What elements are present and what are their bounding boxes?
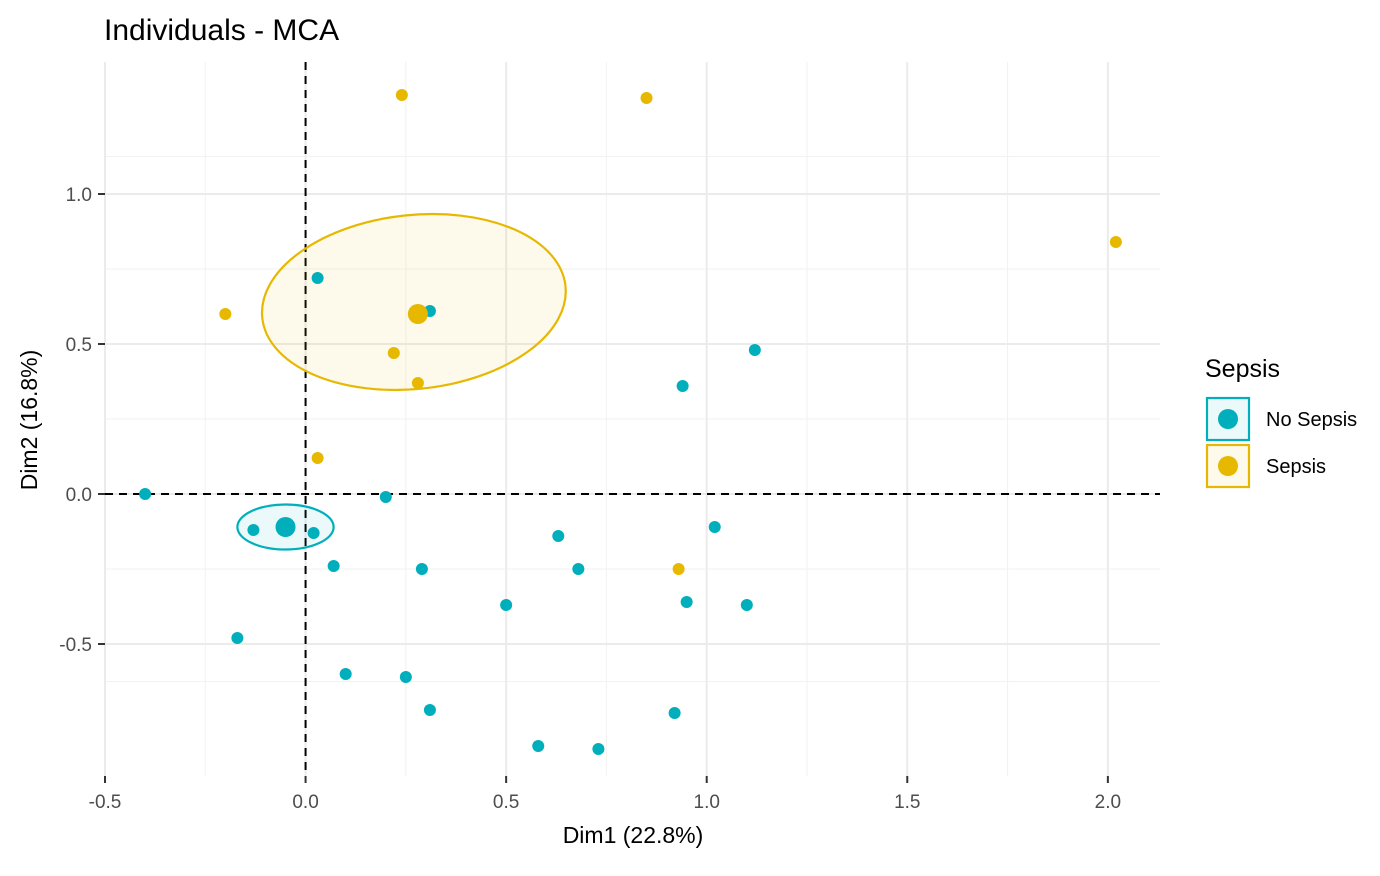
data-point bbox=[339, 668, 352, 680]
x-axis-title: Dim1 (22.8%) bbox=[563, 822, 704, 848]
data-point bbox=[411, 377, 424, 389]
data-point bbox=[668, 707, 681, 719]
group-centroid bbox=[407, 304, 428, 324]
x-tick-label: 1.5 bbox=[894, 792, 920, 813]
data-point bbox=[399, 671, 412, 683]
y-tick-label: 1.0 bbox=[66, 185, 92, 206]
y-axis-title: Dim2 (16.8%) bbox=[16, 350, 42, 491]
y-tick-label: -0.5 bbox=[59, 635, 92, 656]
data-point bbox=[1109, 236, 1122, 248]
x-tick-label: 2.0 bbox=[1095, 792, 1121, 813]
data-point bbox=[379, 491, 392, 503]
data-point bbox=[327, 560, 340, 572]
data-point bbox=[532, 740, 545, 752]
x-axis: -0.5 0.0 0.5 1.0 1.5 2.0 bbox=[89, 776, 1121, 813]
legend-marker-0 bbox=[1218, 409, 1238, 429]
data-point bbox=[387, 347, 400, 359]
data-point bbox=[740, 599, 753, 611]
data-point bbox=[552, 530, 565, 542]
data-point bbox=[231, 632, 244, 644]
confidence-ellipse-1 bbox=[260, 212, 567, 392]
data-point bbox=[640, 92, 653, 104]
data-point bbox=[395, 89, 408, 101]
x-tick-label: 1.0 bbox=[694, 792, 720, 813]
data-point bbox=[247, 524, 260, 536]
grid bbox=[104, 62, 1160, 776]
legend-marker-1 bbox=[1218, 456, 1238, 476]
data-point bbox=[708, 521, 721, 533]
data-point bbox=[676, 380, 689, 392]
group-centroid bbox=[275, 517, 296, 537]
group-centroids bbox=[275, 304, 428, 537]
y-tick-label: 0.5 bbox=[66, 335, 92, 356]
legend-label-0: No Sepsis bbox=[1266, 409, 1357, 431]
data-point bbox=[311, 272, 324, 284]
data-points bbox=[139, 89, 1122, 755]
x-tick-label: 0.5 bbox=[493, 792, 519, 813]
y-axis: -0.5 0.0 0.5 1.0 bbox=[59, 185, 105, 656]
data-point bbox=[219, 308, 232, 320]
data-point bbox=[748, 344, 761, 356]
data-point bbox=[500, 599, 513, 611]
legend-label-1: Sepsis bbox=[1266, 456, 1326, 478]
x-tick-label: -0.5 bbox=[89, 792, 122, 813]
data-point bbox=[672, 563, 685, 575]
data-point bbox=[139, 488, 152, 500]
legend-title: Sepsis bbox=[1205, 355, 1280, 383]
y-tick-label: 0.0 bbox=[66, 485, 92, 506]
legend: Sepsis No Sepsis Sepsis bbox=[1205, 355, 1357, 489]
data-point bbox=[415, 563, 428, 575]
data-point bbox=[307, 527, 320, 539]
data-point bbox=[423, 704, 436, 716]
data-point bbox=[572, 563, 585, 575]
data-point bbox=[592, 743, 605, 755]
data-point bbox=[311, 452, 324, 464]
reference-lines bbox=[105, 62, 1160, 776]
x-tick-label: 0.0 bbox=[292, 792, 318, 813]
chart-title: Individuals - MCA bbox=[104, 14, 339, 47]
data-point bbox=[680, 596, 693, 608]
